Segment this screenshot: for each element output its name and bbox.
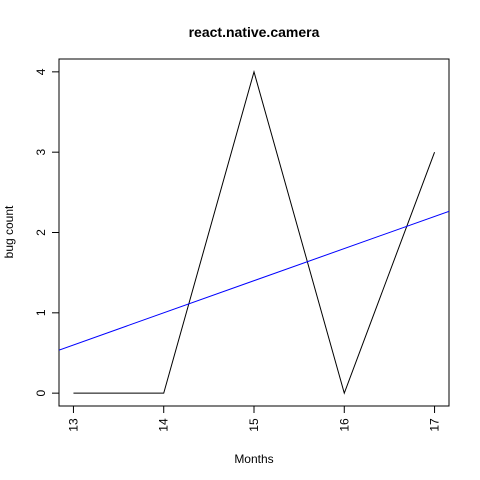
x-axis-title: Months	[234, 452, 273, 466]
plot-area	[59, 70, 449, 395]
x-tick-label: 15	[247, 418, 261, 432]
y-axis: 0 1 2 3 4	[34, 68, 60, 396]
x-tick-label: 16	[337, 418, 351, 432]
x-tick-label: 13	[66, 418, 80, 432]
trend-line	[59, 210, 449, 351]
chart-title: react.native.camera	[189, 24, 320, 40]
y-tick-label: 0	[34, 389, 48, 396]
y-tick-label: 4	[34, 68, 48, 75]
y-tick-label: 3	[34, 149, 48, 156]
series-line	[73, 70, 436, 395]
y-tick-label: 2	[34, 229, 48, 236]
y-axis-title: bug count	[2, 205, 16, 258]
y-tick-label: 1	[34, 309, 48, 316]
x-axis: 13 14 15 16 17	[66, 405, 442, 432]
x-tick-label: 14	[157, 418, 171, 432]
x-tick-label: 17	[428, 418, 442, 432]
